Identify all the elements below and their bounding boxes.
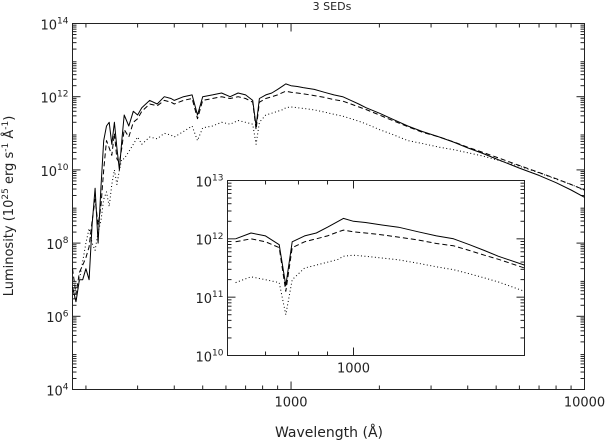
inset-y-ticks: 1010 1011 1012 1013 <box>196 174 525 366</box>
y-axis-label-exp1: 25 <box>1 188 11 199</box>
x-axis-label: Wavelength (Å) <box>275 424 383 441</box>
inset-x-tick-label: 1000 <box>337 362 370 377</box>
main-series-solid <box>72 83 585 303</box>
inset-plot-frame <box>227 180 525 356</box>
inset-y-tick-label: 1011 <box>196 290 224 307</box>
inset-x-ticks: 1000 <box>265 180 370 377</box>
y-axis-label-pre: Luminosity (10 <box>2 200 17 297</box>
main-y-tick-label: 1014 <box>41 17 69 34</box>
main-series-dotted <box>72 106 585 303</box>
y-axis-label-post: ) <box>2 116 17 121</box>
inset-series-solid <box>235 217 525 286</box>
main-series-dashed <box>72 90 585 295</box>
main-y-tick-label: 1010 <box>41 163 69 180</box>
main-x-ticks: 1000 10000 <box>85 23 605 411</box>
main-x-tick-label: 1000 <box>274 396 307 411</box>
main-y-tick-label: 104 <box>46 383 69 400</box>
y-axis-label-mid2: Å <box>1 130 17 143</box>
inset-series-dotted <box>235 254 525 316</box>
inset-series-group <box>235 217 525 316</box>
y-axis-label-exp2: -1 <box>1 143 11 152</box>
inset-plot-background <box>227 180 525 356</box>
chart-title: 3 SEDs <box>313 0 352 13</box>
main-x-tick-label: 10000 <box>564 396 605 411</box>
main-y-tick-label: 1012 <box>41 90 69 107</box>
main-plot-area: 1000 10000 104 106 108 1010 1012 1014 <box>41 17 606 411</box>
inset-plot-area: 1000 1010 1011 1012 1013 <box>196 174 525 377</box>
inset-y-tick-label: 1013 <box>196 174 224 191</box>
inset-series-dashed <box>235 229 525 292</box>
y-axis-label-mid: erg s <box>2 152 17 189</box>
inset-y-tick-label: 1012 <box>196 232 224 249</box>
y-axis-label-exp3: -1 <box>1 121 11 130</box>
y-axis-label: Luminosity (1025 erg s-1 Å-1) <box>1 116 17 297</box>
main-y-tick-label: 106 <box>46 309 69 326</box>
main-y-ticks: 104 106 108 1010 1012 1014 <box>41 17 585 400</box>
main-y-tick-label: 108 <box>46 236 69 253</box>
inset-y-tick-label: 1010 <box>196 349 224 366</box>
main-plot-frame <box>72 23 585 390</box>
main-series-group <box>72 83 585 303</box>
